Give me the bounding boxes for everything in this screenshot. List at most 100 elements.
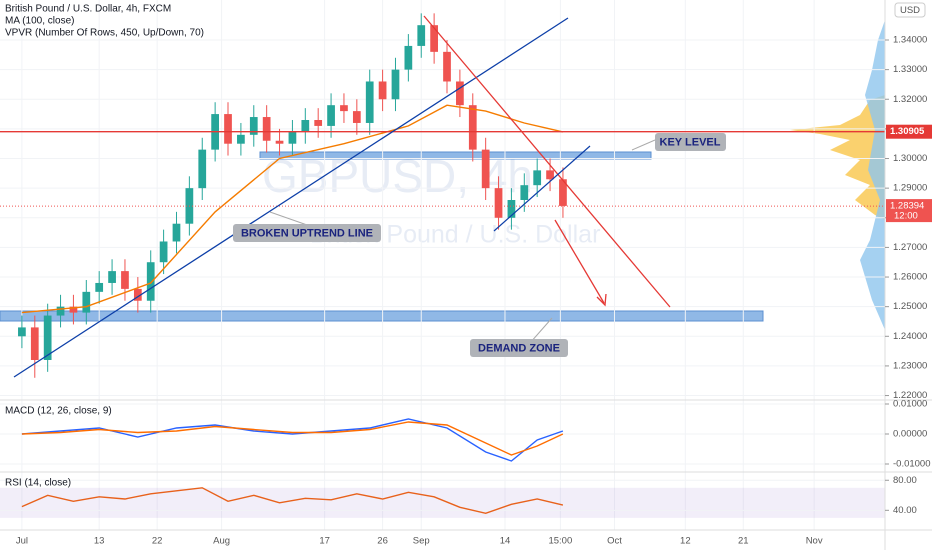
candle-body bbox=[159, 241, 168, 263]
candle-body bbox=[172, 223, 181, 242]
y-tick-label: -0.01000 bbox=[893, 459, 931, 470]
candle-body bbox=[146, 262, 155, 301]
candle-body bbox=[507, 200, 516, 218]
price-label-bg bbox=[886, 199, 932, 223]
candle-body bbox=[108, 271, 116, 283]
candle-body bbox=[301, 120, 310, 132]
candle-body bbox=[327, 105, 335, 126]
currency-button[interactable] bbox=[894, 2, 926, 18]
y-tick-label: 0.01000 bbox=[893, 399, 927, 410]
candle-body bbox=[468, 105, 477, 150]
downtrend-line bbox=[423, 15, 671, 308]
panel-title: MACD (12, 26, close, 9) bbox=[5, 406, 112, 417]
candle-body bbox=[456, 81, 464, 106]
candle-body bbox=[533, 170, 542, 186]
x-tick-label: Oct bbox=[607, 536, 622, 547]
candle-body bbox=[224, 114, 232, 144]
candle-body bbox=[430, 25, 438, 52]
candle-body bbox=[417, 25, 426, 46]
channel-line bbox=[493, 145, 591, 232]
candle-body bbox=[378, 81, 387, 100]
annotation: BROKEN UPTREND LINE bbox=[241, 227, 373, 239]
y-tick-label: 1.30000 bbox=[893, 153, 927, 164]
candle-body bbox=[443, 51, 451, 82]
x-tick-label: Jul bbox=[16, 536, 28, 547]
key-level-zone bbox=[259, 151, 652, 160]
candle-body bbox=[365, 81, 374, 123]
x-tick-label: Aug bbox=[213, 536, 230, 547]
candle-body bbox=[494, 188, 503, 218]
callout-line bbox=[529, 317, 553, 344]
candle-body bbox=[56, 306, 65, 316]
y-tick-label: 1.32000 bbox=[893, 94, 927, 105]
series-line bbox=[21, 421, 564, 456]
candle-body bbox=[288, 131, 297, 144]
candle-body bbox=[391, 69, 400, 100]
candle-body bbox=[275, 140, 284, 144]
y-tick-label: 1.24000 bbox=[893, 331, 927, 342]
candle-body bbox=[30, 327, 39, 360]
y-tick-label: 1.26000 bbox=[893, 272, 927, 283]
candle-body bbox=[133, 288, 142, 301]
key-level-label: 1.30905 bbox=[890, 126, 925, 137]
callout-line bbox=[269, 211, 311, 227]
candle-body bbox=[546, 170, 554, 180]
candle-body bbox=[82, 291, 91, 313]
y-tick-label: 80.00 bbox=[893, 475, 917, 486]
annotation: DEMAND ZONE bbox=[478, 342, 560, 354]
x-tick-label: 13 bbox=[94, 536, 105, 547]
price-label-bg bbox=[886, 124, 932, 139]
countdown: 12:00 bbox=[894, 211, 918, 222]
candle-body bbox=[198, 149, 207, 189]
last-price-label: 1.28394 bbox=[890, 201, 924, 212]
callout-box bbox=[655, 133, 726, 151]
candle-body bbox=[340, 105, 348, 112]
y-tick-label: 1.22000 bbox=[893, 390, 927, 401]
x-tick-label: 22 bbox=[152, 536, 163, 547]
x-tick-label: Nov bbox=[806, 536, 823, 547]
callout-line bbox=[631, 139, 656, 151]
y-tick-label: 1.29000 bbox=[893, 183, 927, 194]
x-tick-label: 12 bbox=[680, 536, 691, 547]
candle-body bbox=[43, 315, 52, 360]
series-line bbox=[21, 418, 564, 462]
legend-entry: VPVR (Number Of Rows, 450, Up/Down, 70) bbox=[5, 28, 204, 39]
y-tick-label: 1.33000 bbox=[893, 64, 927, 75]
demand-zone bbox=[0, 310, 764, 322]
volume-profile bbox=[790, 95, 885, 220]
x-tick-label: 17 bbox=[319, 536, 330, 547]
candle-body bbox=[69, 306, 78, 313]
candle-body bbox=[481, 149, 490, 189]
series-line bbox=[21, 104, 564, 314]
y-tick-label: 1.27000 bbox=[893, 242, 927, 253]
arrow-head bbox=[596, 293, 607, 307]
legend-entry: MA (100, close) bbox=[5, 16, 74, 27]
y-tick-label: 1.23000 bbox=[893, 360, 927, 371]
x-tick-label: 15:00 bbox=[548, 536, 572, 547]
candle-body bbox=[520, 185, 529, 200]
candle-body bbox=[559, 179, 567, 206]
candle-body bbox=[249, 117, 258, 135]
candle-body bbox=[314, 120, 323, 126]
x-tick-label: 14 bbox=[500, 536, 511, 547]
y-tick-label: 1.25000 bbox=[893, 301, 927, 312]
volume-profile bbox=[860, 20, 885, 330]
x-tick-label: 26 bbox=[377, 536, 388, 547]
panel-title: RSI (14, close) bbox=[5, 478, 71, 489]
candle-body bbox=[95, 282, 104, 292]
candle-body bbox=[237, 134, 245, 144]
x-tick-label: 21 bbox=[738, 536, 749, 547]
candle-body bbox=[262, 117, 271, 141]
candle-body bbox=[352, 111, 361, 123]
y-tick-label: 0.00000 bbox=[893, 429, 927, 440]
arrow bbox=[554, 219, 605, 304]
callout-box bbox=[470, 339, 568, 357]
currency[interactable]: USD bbox=[900, 5, 920, 16]
callout-box bbox=[233, 224, 381, 242]
y-tick-label: 40.00 bbox=[893, 505, 917, 516]
series-line bbox=[21, 487, 564, 515]
rsi-band bbox=[0, 487, 885, 518]
candle-body bbox=[121, 271, 129, 289]
candle-body bbox=[18, 327, 26, 337]
